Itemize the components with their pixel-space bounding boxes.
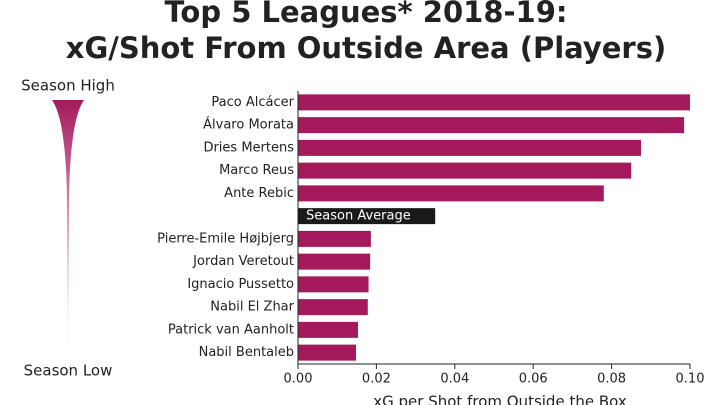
category-label: Jordan Veretout [192,254,294,269]
average-label: Season Average [306,209,411,224]
x-tick-label: 0.08 [597,372,626,387]
category-label: Nabil Bentaleb [199,345,294,360]
bar [298,299,368,316]
bar [298,321,358,338]
category-label: Paco Alcácer [211,95,294,110]
category-label: Ante Rebic [224,186,294,201]
x-tick-label: 0.04 [440,372,469,387]
bar [298,253,371,270]
x-tick-label: 0.02 [362,372,391,387]
x-tick-label: 0.00 [284,372,313,387]
bar [298,117,685,134]
low-label: Season Low [24,362,113,380]
average-bar [298,208,436,225]
high-label: Season High [21,77,115,95]
x-axis-label: xG per Shot from Outside the Box [373,393,627,405]
bar [298,162,632,179]
chart-title: xG/Shot From Outside Area (Players) [66,31,667,65]
x-tick-label: 0.06 [519,372,548,387]
bar [298,276,369,293]
category-label: Ignacio Pussetto [187,277,294,292]
category-label: Álvaro Morata [203,117,294,133]
bar [298,230,371,247]
category-label: Dries Mertens [203,140,294,155]
bar [298,344,357,361]
gradient-marker [52,100,84,360]
category-label: Marco Reus [219,163,294,178]
category-label: Patrick van Aanholt [168,322,294,337]
bar [298,185,604,202]
bar [298,139,641,156]
category-label: Pierre-Emile Højbjerg [157,231,294,246]
bar [298,94,690,111]
category-label: Nabil El Zhar [210,300,294,315]
chart-title: Top 5 Leagues* 2018-19: [165,0,568,29]
x-tick-label: 0.10 [676,372,705,387]
